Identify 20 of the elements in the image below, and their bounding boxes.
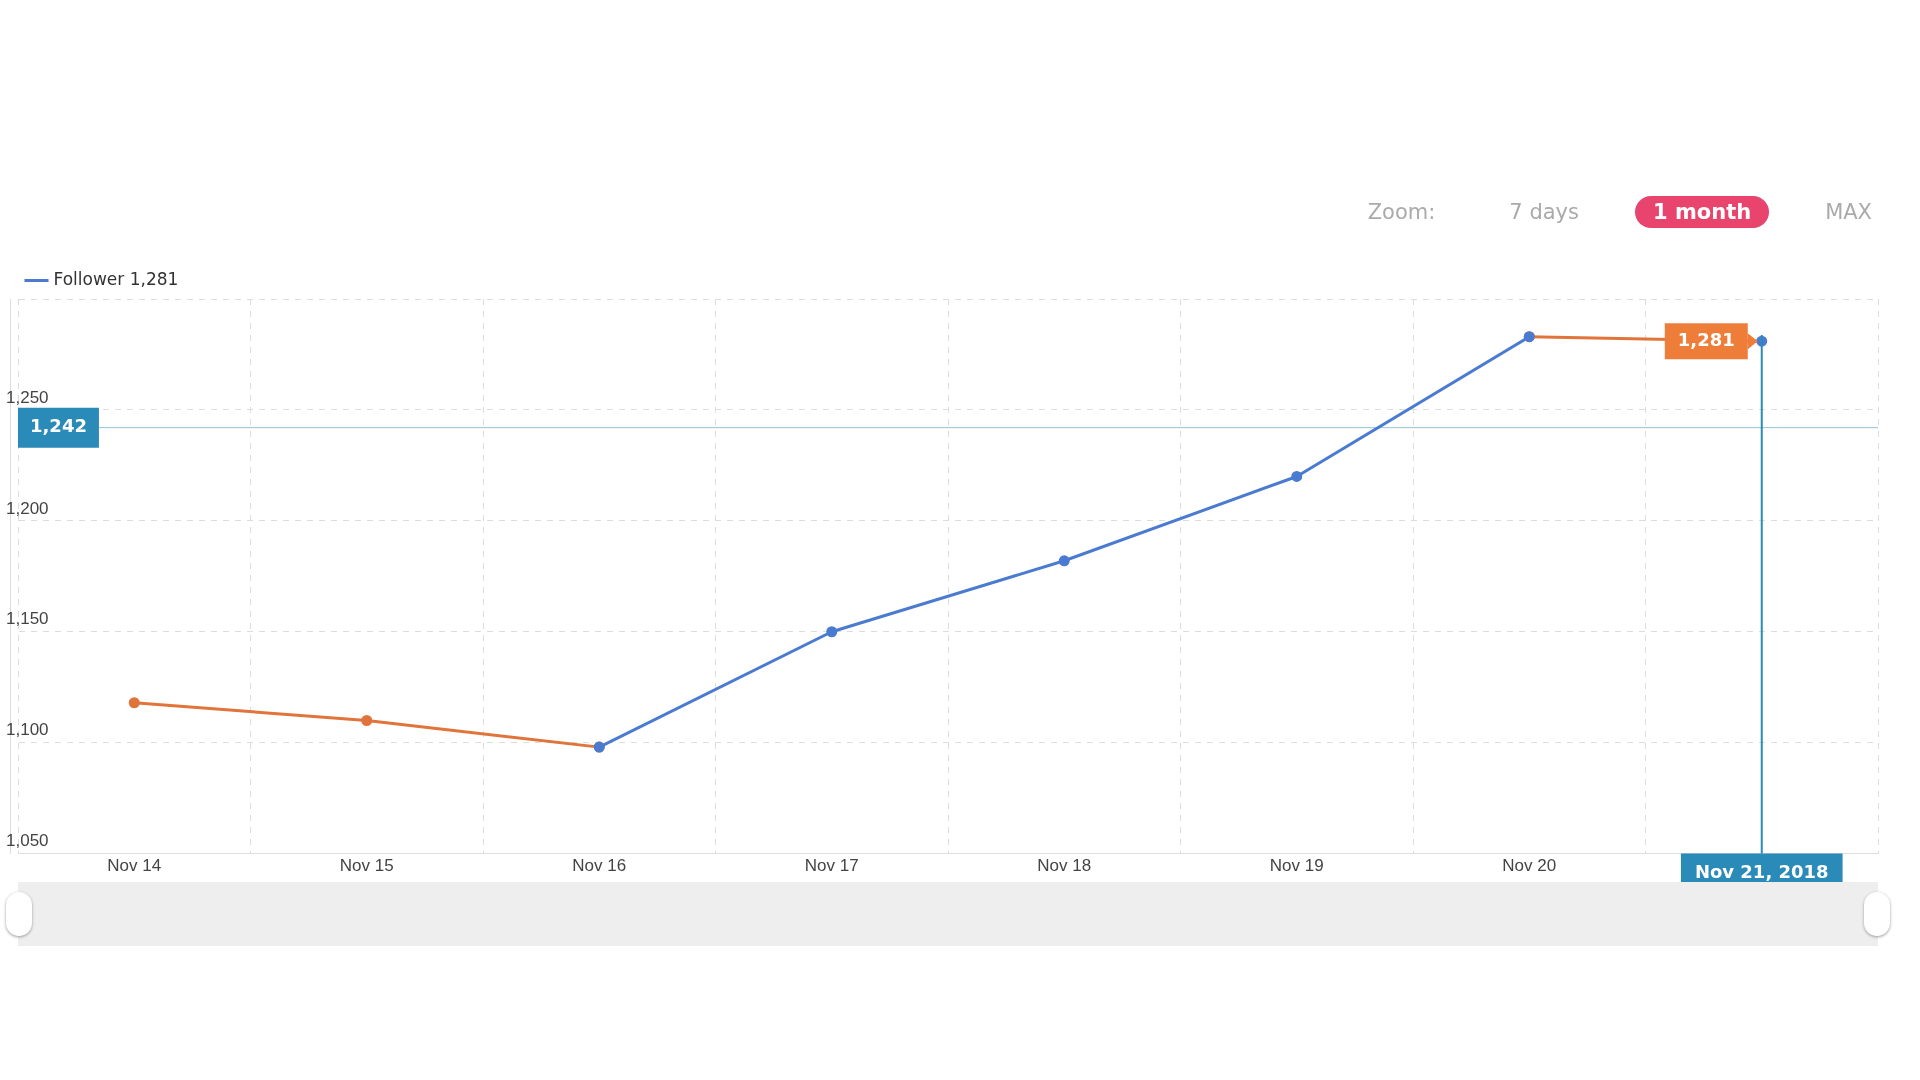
- x-tick-label: Nov 20: [1502, 856, 1557, 876]
- y-tick-label: 1,050: [6, 831, 49, 851]
- ref-line-label: Nov 21, 2018: [1694, 861, 1829, 883]
- ref-line-label: 1,242: [30, 415, 87, 437]
- y-tick-label: 1,250: [6, 387, 49, 407]
- x-tick-label: Nov 19: [1269, 856, 1324, 876]
- x-tick-label: Nov 15: [339, 856, 394, 876]
- x-tick-label: Nov 18: [1037, 856, 1092, 876]
- x-tick-label: Nov 14: [107, 856, 162, 876]
- text: MAX: [1824, 199, 1873, 226]
- text: Zoom:: [1366, 199, 1437, 226]
- x-tick-label: Nov 16: [572, 856, 627, 876]
- text: 1 month: [1634, 196, 1770, 228]
- y-tick-label: 1,150: [6, 609, 49, 629]
- annotation: 1,281: [1677, 328, 1735, 350]
- y-tick-label: 1,200: [6, 498, 49, 518]
- x-tick-label: Nov 17: [804, 856, 859, 876]
- text: 7 days: [1508, 199, 1580, 226]
- legend-label: Follower 1,281: [53, 268, 179, 289]
- y-tick-label: 1,100: [6, 720, 49, 740]
